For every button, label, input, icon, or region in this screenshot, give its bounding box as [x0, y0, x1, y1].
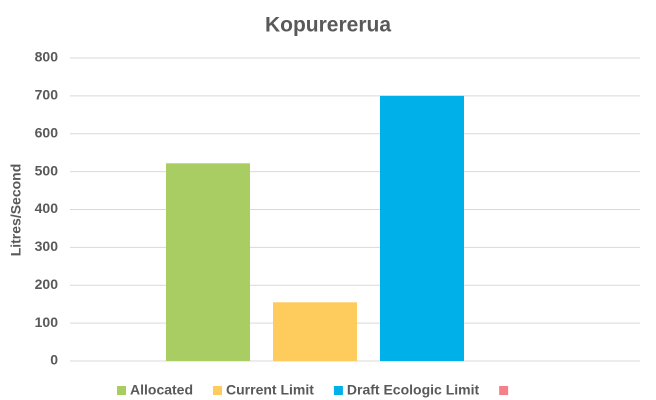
y-tick-label: 700	[35, 87, 59, 103]
y-tick-label: 0	[50, 352, 58, 368]
bar	[380, 95, 464, 361]
legend-swatch	[499, 386, 509, 395]
legend-label: Draft Ecologic Limit	[347, 382, 480, 398]
bar	[273, 302, 357, 361]
y-tick-label: 800	[35, 49, 59, 65]
bar	[166, 163, 250, 361]
legend-label: Allocated	[130, 382, 193, 398]
legend-swatch	[333, 386, 343, 395]
legend-swatch	[117, 386, 126, 395]
legend-label: Current Limit	[226, 382, 314, 398]
chart-title: Kopurererua	[265, 14, 391, 37]
y-tick-label: 500	[35, 162, 59, 178]
y-tick-label: 600	[35, 124, 59, 140]
y-axis-title: Litres/Second	[8, 164, 24, 257]
y-tick-label: 200	[35, 276, 59, 292]
y-tick-label: 300	[35, 238, 59, 254]
y-tick-label: 400	[35, 200, 59, 216]
legend-swatch	[213, 386, 223, 395]
y-tick-label: 100	[35, 314, 59, 330]
